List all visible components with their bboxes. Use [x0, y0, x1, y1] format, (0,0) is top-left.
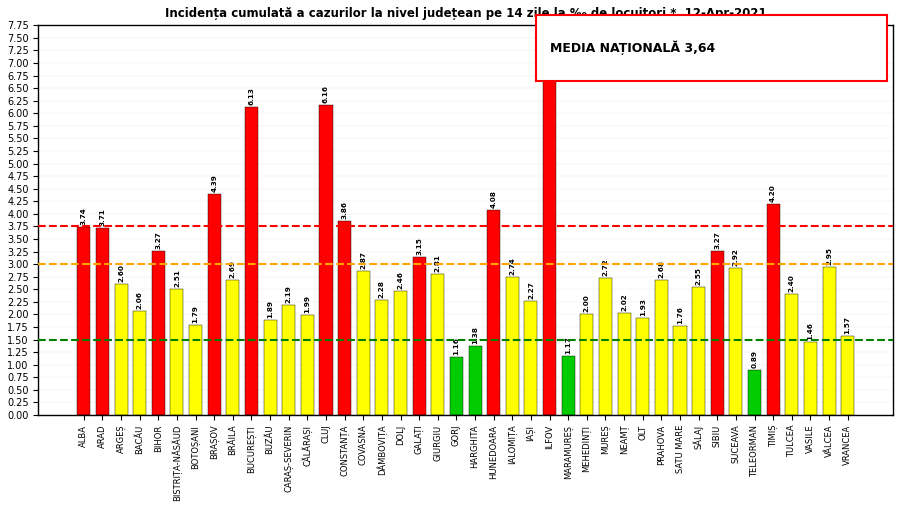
Text: 2.60: 2.60	[118, 264, 124, 282]
Text: 7.34: 7.34	[546, 26, 553, 44]
Text: 1.38: 1.38	[472, 326, 478, 343]
Text: 2.28: 2.28	[379, 280, 385, 298]
Text: 3.27: 3.27	[156, 231, 161, 248]
Bar	[692, 287, 706, 415]
Text: 6.13: 6.13	[248, 87, 255, 105]
Bar	[301, 315, 314, 415]
Bar	[487, 210, 500, 415]
Bar	[412, 257, 426, 415]
Bar	[617, 313, 631, 415]
Text: 1.76: 1.76	[677, 306, 683, 325]
Text: 3.86: 3.86	[342, 201, 347, 219]
Text: 3.74: 3.74	[81, 207, 86, 225]
Text: 1.16: 1.16	[454, 337, 459, 355]
Text: MEDIA NAȚIONALĂ 3,64: MEDIA NAȚIONALĂ 3,64	[550, 40, 715, 55]
Text: 2.92: 2.92	[733, 248, 739, 266]
Bar	[96, 229, 109, 415]
Text: 4.08: 4.08	[491, 190, 497, 208]
Text: 2.06: 2.06	[137, 292, 143, 309]
Bar	[170, 289, 184, 415]
Text: 1.99: 1.99	[304, 295, 310, 313]
Bar	[562, 356, 575, 415]
Text: 2.87: 2.87	[360, 251, 366, 269]
Text: 2.72: 2.72	[602, 259, 608, 276]
Bar	[636, 318, 649, 415]
Text: 2.02: 2.02	[621, 294, 627, 311]
Text: 1.93: 1.93	[640, 298, 645, 316]
Bar	[673, 327, 687, 415]
Text: 3.15: 3.15	[416, 237, 422, 255]
Text: 2.74: 2.74	[509, 258, 516, 275]
Text: 2.55: 2.55	[696, 267, 702, 284]
Bar	[375, 300, 389, 415]
Text: 2.46: 2.46	[398, 271, 403, 289]
Bar	[77, 227, 90, 415]
Bar	[264, 320, 276, 415]
Bar	[506, 277, 518, 415]
Bar	[283, 305, 295, 415]
Text: 0.89: 0.89	[752, 350, 758, 368]
Text: 2.95: 2.95	[826, 246, 832, 265]
Bar	[842, 336, 854, 415]
Text: 6.16: 6.16	[323, 85, 329, 103]
Text: 2.68: 2.68	[659, 260, 664, 278]
Text: 3.71: 3.71	[99, 209, 105, 227]
Text: 3.27: 3.27	[715, 231, 720, 248]
Text: 1.17: 1.17	[565, 336, 572, 354]
Bar	[394, 291, 407, 415]
Text: 2.27: 2.27	[528, 281, 534, 299]
Bar	[786, 294, 798, 415]
Bar	[525, 301, 537, 415]
Text: 2.19: 2.19	[285, 285, 292, 303]
Bar	[804, 341, 817, 415]
Bar	[245, 107, 258, 415]
Bar	[431, 274, 445, 415]
Bar	[767, 204, 779, 415]
Text: 1.79: 1.79	[193, 305, 199, 323]
Text: 2.00: 2.00	[584, 295, 590, 312]
Bar	[114, 284, 128, 415]
Bar	[729, 268, 742, 415]
Text: 1.46: 1.46	[807, 322, 814, 339]
Bar	[133, 311, 146, 415]
Text: 4.39: 4.39	[212, 174, 217, 192]
Text: 2.69: 2.69	[230, 260, 236, 278]
Bar	[655, 280, 668, 415]
Bar	[580, 314, 593, 415]
Bar	[711, 250, 724, 415]
Bar	[189, 325, 202, 415]
Bar	[543, 46, 556, 415]
Title: Incidența cumulată a cazurilor la nivel județean pe 14 zile la ‰ de locuitori * : Incidența cumulată a cazurilor la nivel …	[165, 7, 767, 20]
Bar	[450, 357, 463, 415]
Bar	[320, 105, 332, 415]
Text: 4.20: 4.20	[770, 184, 776, 202]
Bar	[599, 278, 612, 415]
Bar	[748, 370, 761, 415]
Bar	[338, 221, 351, 415]
Text: 2.81: 2.81	[435, 254, 441, 272]
Text: 2.51: 2.51	[174, 269, 180, 287]
Text: 2.40: 2.40	[788, 274, 795, 292]
Bar	[226, 280, 239, 415]
Bar	[208, 194, 220, 415]
Bar	[823, 267, 835, 415]
Bar	[152, 250, 165, 415]
Text: 1.57: 1.57	[845, 316, 850, 334]
Bar	[469, 345, 482, 415]
Bar	[356, 271, 370, 415]
Text: 1.89: 1.89	[267, 300, 273, 318]
